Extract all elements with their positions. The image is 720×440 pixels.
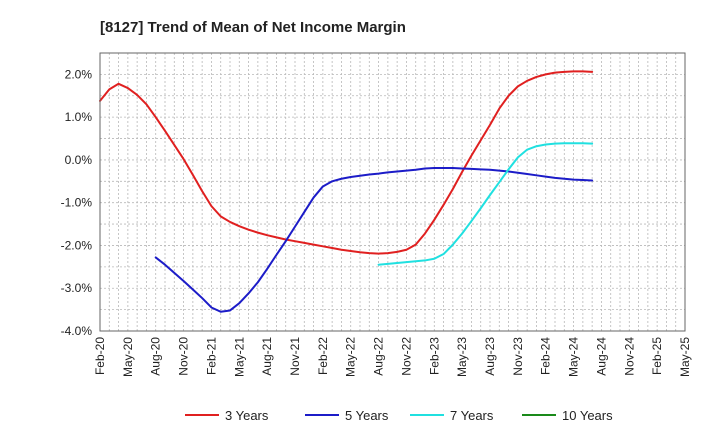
y-tick-label: -1.0% [61, 196, 93, 210]
y-tick-label: -3.0% [61, 281, 93, 295]
x-tick-label: Aug-21 [260, 337, 274, 376]
series-line-5-years [154, 167, 594, 313]
series-line-3-years [99, 70, 594, 255]
legend-label: 7 Years [450, 408, 494, 423]
x-tick-label: Aug-23 [483, 337, 497, 376]
chart-title: [8127] Trend of Mean of Net Income Margi… [100, 19, 406, 36]
y-tick-label: 2.0% [65, 67, 93, 81]
y-tick-label: -2.0% [61, 238, 93, 252]
x-tick-label: Feb-20 [93, 337, 107, 375]
x-tick-label: May-20 [121, 337, 135, 377]
x-tick-label: Feb-21 [204, 337, 218, 375]
x-tick-label: Nov-22 [399, 337, 413, 376]
y-tick-label: 0.0% [65, 153, 93, 167]
legend-label: 5 Years [345, 408, 389, 423]
y-axis-ticks: 2.0% 1.0% 0.0% -1.0% -2.0% -3.0% -4.0% [61, 67, 93, 338]
x-tick-label: Feb-22 [316, 337, 330, 375]
series-line-7-years [377, 142, 594, 266]
plot-area [100, 53, 685, 331]
x-tick-label: Nov-21 [288, 337, 302, 376]
x-tick-label: Aug-20 [149, 337, 163, 376]
series-lines [99, 70, 594, 313]
x-tick-label: Feb-25 [650, 337, 664, 375]
y-tick-label: -4.0% [61, 324, 93, 338]
x-tick-label: May-25 [678, 337, 692, 377]
x-tick-label: May-21 [232, 337, 246, 377]
x-tick-label: Nov-23 [511, 337, 525, 376]
x-tick-label: Nov-24 [622, 337, 636, 376]
plot-frame [99, 52, 686, 332]
x-tick-label: May-23 [455, 337, 469, 377]
x-tick-label: May-24 [567, 337, 581, 377]
y-tick-label: 1.0% [65, 110, 93, 124]
legend-label: 3 Years [225, 408, 269, 423]
x-tick-label: Aug-24 [594, 337, 608, 376]
x-axis-ticks: Feb-20 May-20 Aug-20 Nov-20 Feb-21 May-21 Aug-… [93, 337, 692, 377]
x-tick-label: May-22 [344, 337, 358, 377]
legend: 3 Years 5 Years 7 Years 10 Years [185, 408, 613, 423]
x-tick-label: Feb-24 [539, 337, 553, 375]
legend-label: 10 Years [562, 408, 613, 423]
x-tick-label: Nov-20 [177, 337, 191, 376]
x-tick-label: Feb-23 [427, 337, 441, 375]
x-tick-label: Aug-22 [372, 337, 386, 376]
